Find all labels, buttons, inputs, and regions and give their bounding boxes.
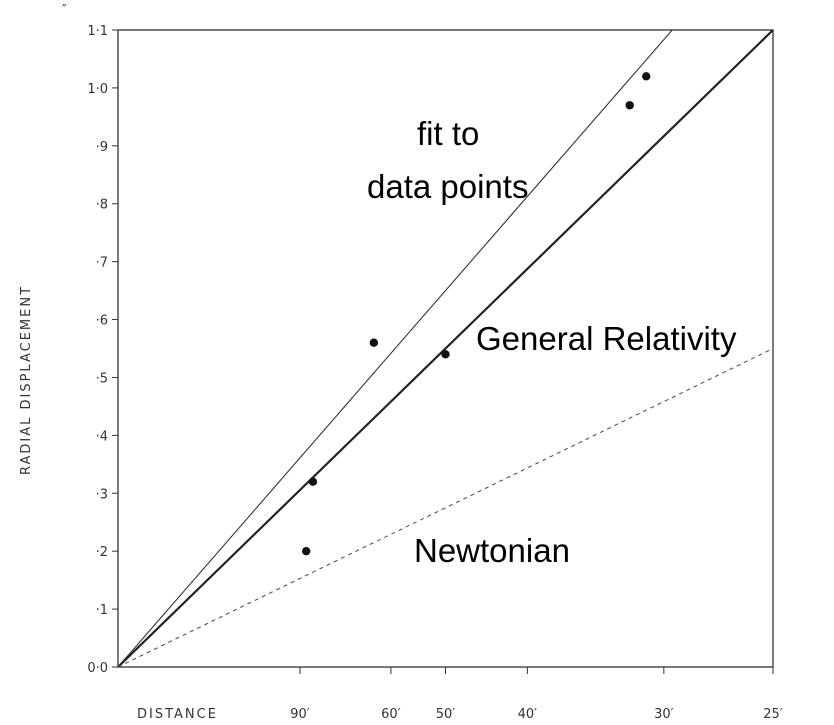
x-tick-label: 50′ — [436, 707, 456, 722]
x-axis-ticks: 90′ 60′ 50′ 40′ 30′ 25′ — [290, 667, 783, 722]
y-unit-label: ″ — [62, 3, 67, 18]
x-tick-label: 30′ — [654, 707, 674, 722]
data-point — [308, 477, 318, 486]
annotation-fit-line-1: fit to — [417, 115, 479, 152]
y-tick-label: ·5 — [96, 371, 108, 386]
data-point — [441, 350, 450, 359]
y-tick-label: ·8 — [96, 198, 108, 213]
x-tick-label: 90′ — [290, 707, 310, 722]
y-tick-label: 0·0 — [87, 661, 108, 676]
line-fit-to-data-points — [117, 29, 673, 668]
data-point — [642, 72, 651, 81]
y-tick-label: ·6 — [96, 314, 108, 329]
y-tick-label: 1·1 — [87, 24, 108, 39]
y-tick-label: ·7 — [96, 256, 108, 271]
y-tick-label: ·3 — [96, 487, 108, 502]
x-tick-label: 25′ — [763, 707, 783, 722]
y-tick-label: 1·0 — [87, 82, 108, 97]
x-tick-label: 60′ — [381, 707, 401, 722]
line-general-relativity — [117, 29, 774, 668]
x-axis-title: DISTANCE — [137, 707, 218, 722]
x-tick-label: 40′ — [518, 707, 538, 722]
y-tick-label: ·4 — [96, 429, 108, 444]
y-tick-label: ·2 — [96, 545, 108, 560]
data-point — [302, 546, 311, 556]
y-tick-label: ·9 — [96, 140, 108, 155]
annotation-newtonian: Newtonian — [414, 532, 570, 569]
data-point — [625, 101, 634, 110]
y-axis-ticks: 0·0 ·1 ·2 ·3 ·4 ·5 ·6 ·7 ·8 ·9 1·0 1·1 — [87, 24, 118, 676]
annotation-fit-line-2: data points — [367, 168, 528, 205]
data-points — [302, 72, 651, 556]
data-point — [369, 338, 379, 347]
line-newtonian — [117, 348, 774, 668]
fit-lines — [117, 29, 774, 668]
y-tick-label: ·1 — [96, 603, 108, 618]
annotation-general-relativity: General Relativity — [476, 320, 737, 357]
y-axis-title: RADIAL DISPLACEMENT — [19, 285, 34, 475]
